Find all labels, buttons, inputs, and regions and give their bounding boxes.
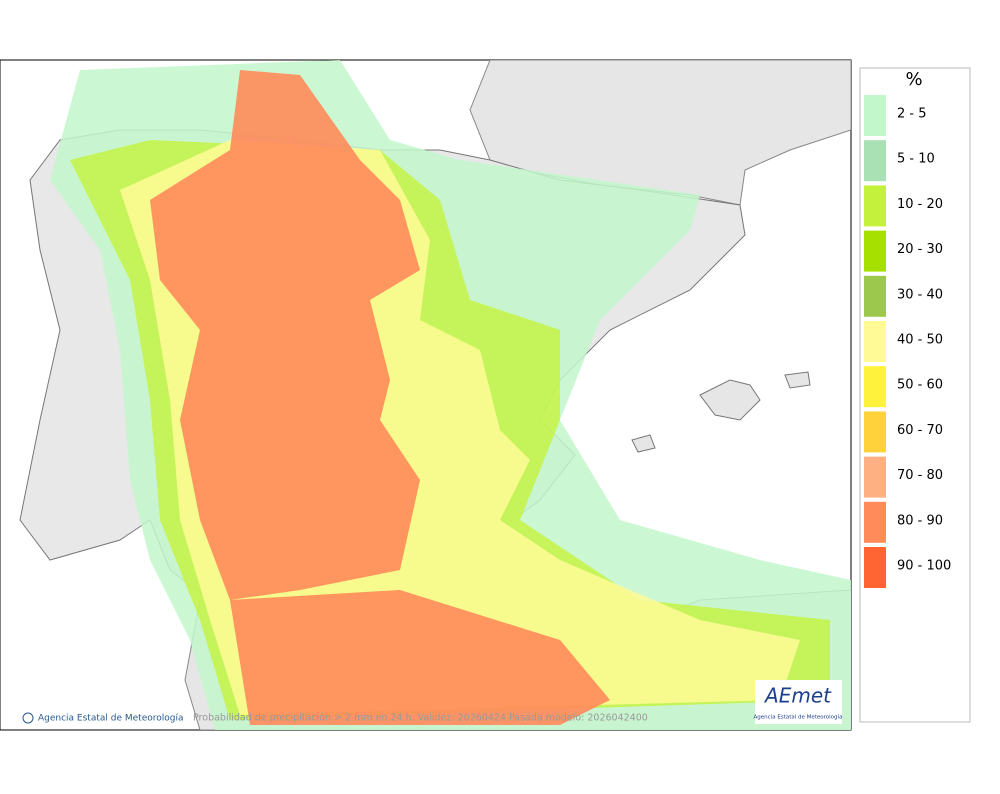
legend-label: 50 - 60	[897, 378, 943, 393]
legend-label: 20 - 30	[897, 242, 943, 257]
legend-swatch	[864, 275, 886, 317]
legend-title: %	[905, 69, 922, 90]
legend-label: 30 - 40	[897, 287, 943, 302]
legend-label: 60 - 70	[897, 423, 943, 438]
legend-label: 5 - 10	[897, 152, 935, 167]
legend-swatch	[864, 95, 886, 136]
legend-swatch	[864, 501, 886, 543]
map: Agencia Estatal de Meteorología Probabil…	[0, 59, 852, 731]
legend-label: 10 - 20	[897, 197, 943, 212]
legend-label: 2 - 5	[897, 107, 927, 122]
legend-swatch	[864, 456, 886, 498]
copyright-icon	[22, 712, 34, 724]
legend-swatch	[864, 547, 886, 588]
legend-swatch	[864, 321, 886, 362]
caption: Probabilidad de precipitación > 2 mm en …	[193, 713, 648, 724]
legend-swatch	[864, 230, 886, 272]
legend-label: 90 - 100	[897, 559, 951, 574]
credit: Agencia Estatal de Meteorología	[38, 714, 184, 724]
legend-label: 80 - 90	[897, 513, 943, 528]
balearic-islands	[631, 371, 811, 453]
precip-very-high	[150, 70, 610, 725]
logo-name: AEmet	[763, 684, 832, 708]
legend-swatch	[864, 185, 886, 227]
legend: % 2 - 5 5 - 10 10 - 20 20 - 30 30 - 40 40 - 5…	[859, 67, 971, 723]
legend-label: 40 - 50	[897, 333, 943, 348]
logo	[755, 680, 842, 724]
legend-swatch	[864, 366, 886, 408]
logo-subtitle: Agencia Estatal de Meteorología	[754, 714, 843, 721]
legend-swatch	[864, 140, 886, 182]
france	[469, 60, 851, 206]
legend-swatch	[864, 411, 886, 453]
legend-label: 70 - 80	[897, 468, 943, 483]
